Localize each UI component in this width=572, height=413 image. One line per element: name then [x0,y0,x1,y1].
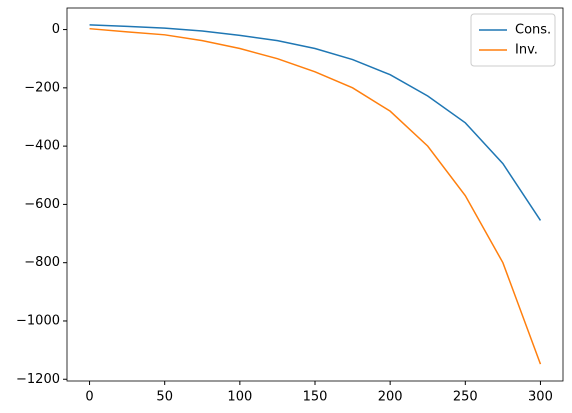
line [89,27,542,365]
x-tick-label: 100 [227,390,252,405]
y-tick-label: −1000 [16,313,60,328]
x-tick-label: 0 [85,390,93,405]
y-tick-label: −1200 [16,372,60,387]
axes-frame [66,7,564,382]
y-tick-label: 0 [52,22,60,37]
x-tick-label: 300 [528,390,553,405]
x-tick-label: 50 [156,390,173,405]
line [89,24,542,221]
y-tick-label: −200 [24,80,60,95]
y-tick-label: −600 [24,197,60,212]
x-tick-label: 150 [303,390,328,405]
y-tick-label: −400 [24,139,60,154]
legend-box [470,13,556,67]
x-tick-label: 200 [378,390,403,405]
legend-label: Inv. [515,43,538,58]
x-tick-label: 250 [453,390,478,405]
y-tick-label: −800 [24,255,60,270]
legend-label: Cons. [515,23,551,38]
